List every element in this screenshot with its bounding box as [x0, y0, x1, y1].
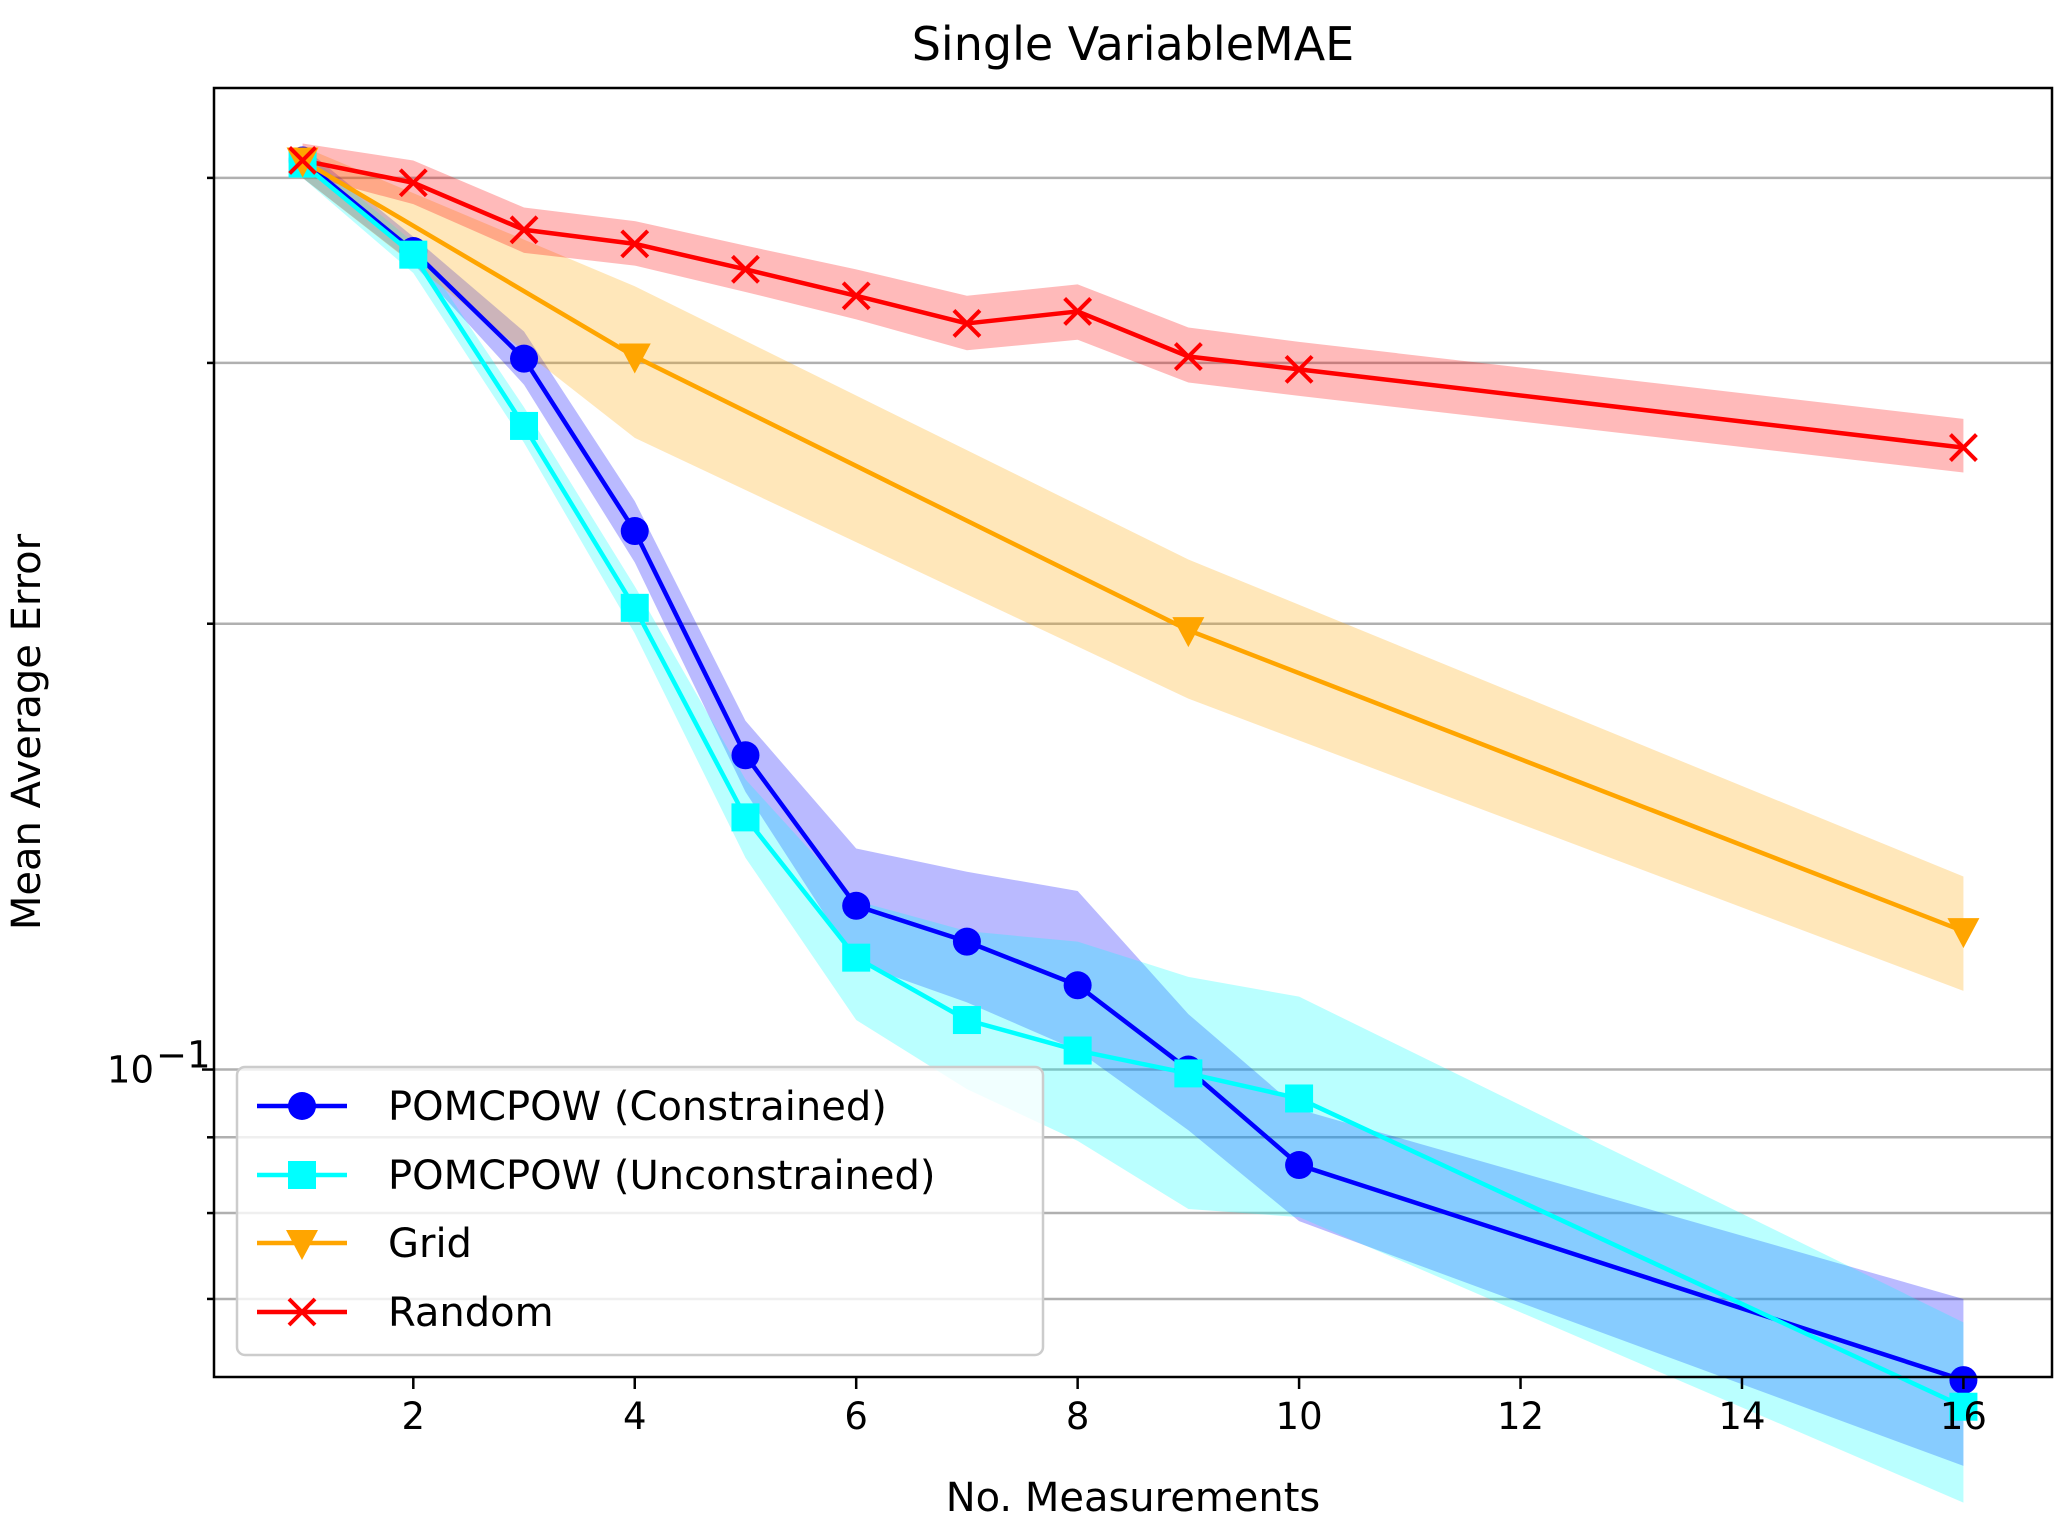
point-random-stroke — [952, 309, 982, 338]
point-random-stroke — [1949, 433, 1978, 463]
legend-marker-random-stroke — [287, 1297, 317, 1327]
point-random — [1173, 342, 1203, 371]
point-pomcpow-unconstrained — [1063, 1036, 1092, 1065]
point-grid — [618, 343, 651, 374]
point-pomcpow-unconstrained — [399, 240, 428, 269]
point-pomcpow-unconstrained — [1285, 1084, 1314, 1113]
y-tick-label: 10 — [107, 1049, 154, 1092]
legend-label-random: Random — [388, 1290, 554, 1336]
point-pomcpow-constrained — [731, 741, 760, 770]
point-random — [1063, 297, 1093, 326]
band-pomcpow-unconstrained — [302, 149, 1964, 1503]
y-axis-label: Mean Average Error — [4, 533, 50, 930]
x-tick-label: 2 — [402, 1395, 426, 1438]
legend-label-pomcpow-constrained: POMCPOW (Constrained) — [388, 1084, 887, 1130]
x-tick-label: 12 — [1497, 1395, 1544, 1438]
point-random-stroke — [1063, 297, 1093, 326]
point-random — [509, 215, 539, 245]
x-tick-label: 4 — [623, 1395, 647, 1438]
point-random-stroke — [620, 229, 650, 259]
axis-ticks: 10 −12 4 6 8 10 12 14 16 — [107, 176, 1987, 1438]
point-pomcpow-constrained — [1285, 1151, 1314, 1180]
x-tick-label: 10 — [1276, 1395, 1323, 1438]
point-grid — [1172, 617, 1205, 648]
point-pomcpow-unconstrained — [1174, 1059, 1203, 1088]
point-random — [620, 229, 650, 259]
point-pomcpow-constrained — [510, 344, 539, 373]
plot-frame — [212, 86, 2054, 1379]
line-grid — [301, 158, 1965, 934]
x-tick-label: 16 — [1940, 1395, 1987, 1438]
legend-marker-random — [287, 1297, 317, 1327]
point-random — [398, 168, 428, 198]
point-random-stroke — [841, 281, 871, 311]
chart-title: Single VariableMAE — [912, 17, 1355, 71]
legend-label-pomcpow-unconstrained: POMCPOW (Unconstrained) — [388, 1153, 936, 1199]
point-pomcpow-constrained — [1063, 971, 1092, 1000]
legend-box — [235, 1065, 1045, 1357]
point-pomcpow-unconstrained — [620, 593, 649, 622]
point-random — [1284, 354, 1314, 384]
point-pomcpow-unconstrained — [952, 1006, 981, 1035]
point-random — [288, 146, 317, 175]
series-markers — [286, 146, 1980, 1421]
legend-marker-pomcpow-unconstrained — [288, 1161, 316, 1189]
point-random-stroke — [509, 215, 539, 245]
legend-label-grid: Grid — [388, 1221, 472, 1267]
point-pomcpow-constrained — [620, 517, 649, 546]
point-pomcpow-constrained — [842, 891, 871, 920]
x-tick-label: 6 — [844, 1395, 868, 1438]
x-axis-label: No. Measurements — [946, 1475, 1321, 1521]
point-pomcpow-unconstrained — [842, 943, 871, 972]
point-random — [841, 281, 871, 311]
band-grid — [302, 146, 1964, 991]
point-random-stroke — [398, 168, 428, 198]
band-pomcpow-constrained — [302, 146, 1964, 1466]
point-pomcpow-unconstrained — [731, 803, 760, 832]
point-grid — [1947, 918, 1980, 949]
y-tick-exponent: −1 — [156, 1034, 211, 1077]
x-tick-label: 8 — [1066, 1395, 1090, 1438]
legend-marker-grid — [286, 1230, 318, 1260]
point-random-stroke — [731, 254, 760, 284]
x-tick-label: 14 — [1718, 1395, 1765, 1438]
point-pomcpow-unconstrained — [1949, 1392, 1978, 1421]
point-random-stroke — [1173, 342, 1203, 371]
confidence-bands — [302, 143, 1964, 1503]
legend: POMCPOW (Constrained) POMCPOW (Unconstrai… — [235, 1065, 1045, 1357]
legend-marker-pomcpow-constrained — [288, 1092, 316, 1120]
point-random — [731, 254, 760, 284]
point-random — [952, 309, 982, 338]
point-pomcpow-unconstrained — [510, 411, 539, 440]
point-random-stroke — [288, 146, 317, 175]
band-random — [302, 143, 1964, 473]
point-random-stroke — [1284, 354, 1314, 384]
point-pomcpow-constrained — [952, 927, 981, 956]
point-random — [1949, 433, 1978, 463]
